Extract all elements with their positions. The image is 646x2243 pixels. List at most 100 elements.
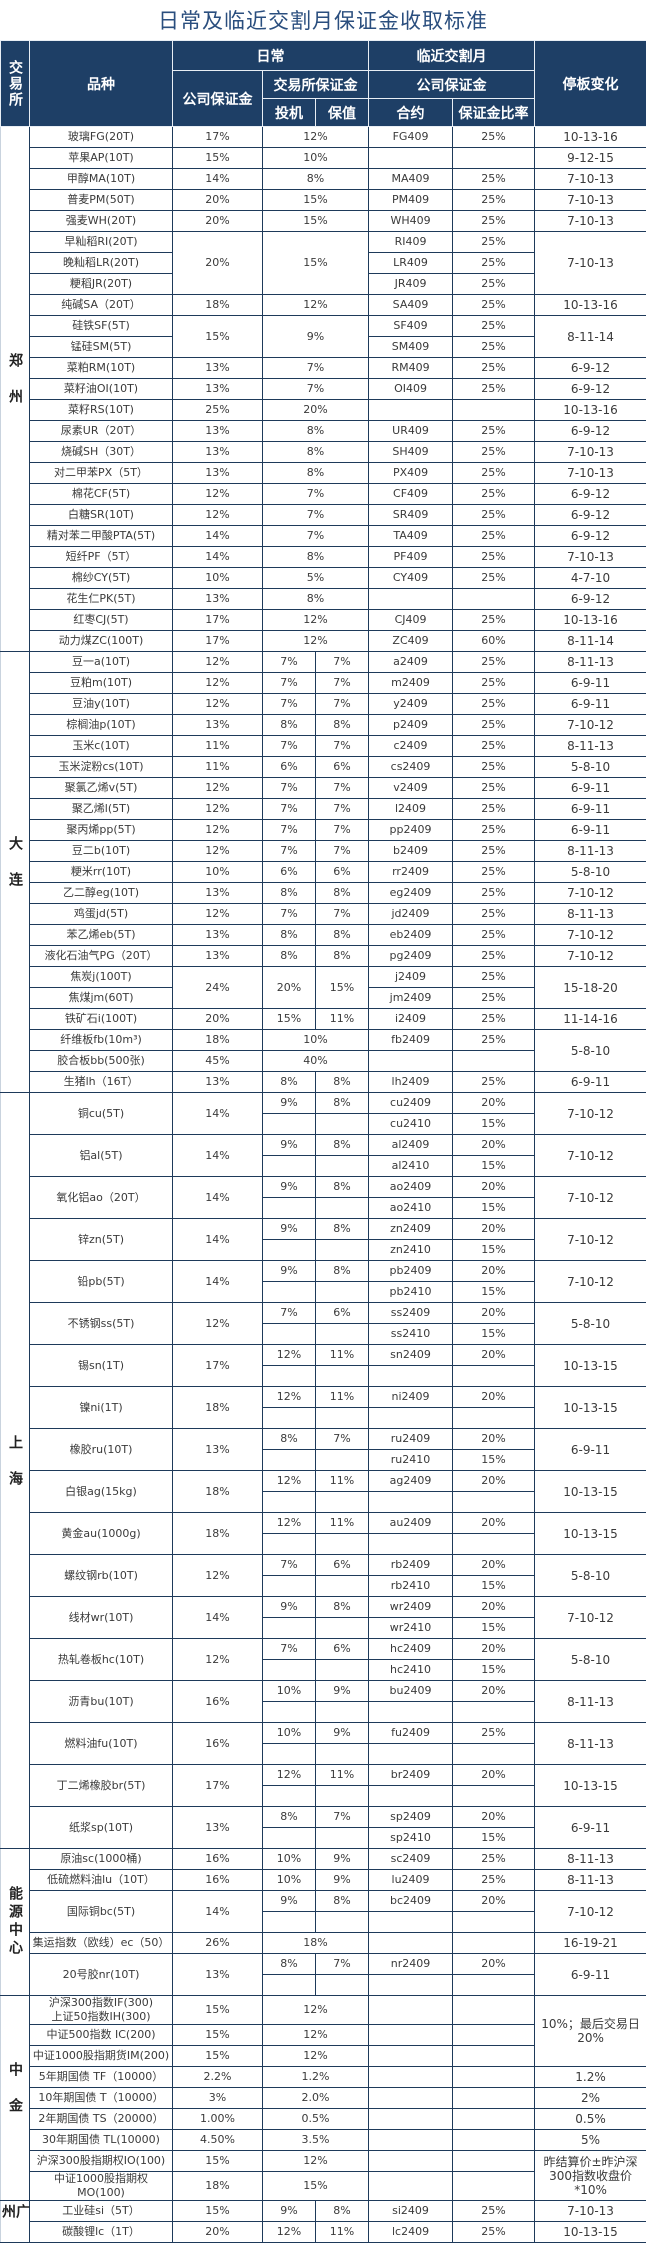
contract-code: au2409 bbox=[369, 1513, 453, 1534]
exchange-margin: 12% bbox=[263, 295, 369, 316]
limit-change: 6-9-12 bbox=[535, 484, 646, 505]
contract-code: OI409 bbox=[369, 379, 453, 400]
contract-margin-ratio: 25% bbox=[453, 715, 535, 736]
limit-change: 5-8-10 bbox=[535, 1303, 646, 1345]
speculation-margin: 9% bbox=[263, 1891, 316, 1912]
company-margin: 15% bbox=[173, 2201, 263, 2222]
exchange-margin: 10% bbox=[263, 1030, 369, 1051]
contract-margin-ratio: 20% bbox=[453, 1261, 535, 1282]
contract-margin-ratio: 25% bbox=[453, 610, 535, 631]
limit-change: 6-9-11 bbox=[535, 820, 646, 841]
product-name: 锌zn(5T) bbox=[30, 1219, 173, 1261]
speculation-margin bbox=[263, 1975, 316, 1996]
company-margin: 12% bbox=[173, 505, 263, 526]
product-name: 胶合板bb(500张) bbox=[30, 1051, 173, 1072]
hedge-margin bbox=[316, 1240, 369, 1261]
limit-change: 6-9-11 bbox=[535, 778, 646, 799]
contract-code: br2409 bbox=[369, 1765, 453, 1786]
hedge-margin: 11% bbox=[316, 1513, 369, 1534]
company-margin: 18% bbox=[173, 295, 263, 316]
hedge-margin: 7% bbox=[316, 904, 369, 925]
contract-margin-ratio bbox=[453, 2025, 535, 2046]
speculation-margin: 7% bbox=[263, 904, 316, 925]
company-margin: 14% bbox=[173, 1891, 263, 1933]
contract-margin-ratio: 25% bbox=[453, 778, 535, 799]
speculation-margin: 8% bbox=[263, 1954, 316, 1975]
product-name: 棉花CF(5T) bbox=[30, 484, 173, 505]
company-margin: 26% bbox=[173, 1933, 263, 1954]
limit-change: 10-13-15 bbox=[535, 1513, 646, 1555]
hedge-margin: 8% bbox=[316, 1093, 369, 1114]
exchange-margin: 12% bbox=[263, 2025, 369, 2046]
hedge-margin: 7% bbox=[316, 694, 369, 715]
product-name: 国际铜bc(5T) bbox=[30, 1891, 173, 1933]
company-margin: 12% bbox=[173, 1639, 263, 1681]
limit-change: 5-8-10 bbox=[535, 1639, 646, 1681]
hedge-margin bbox=[316, 1660, 369, 1681]
contract-margin-ratio: 20% bbox=[453, 1513, 535, 1534]
contract-margin-ratio: 15% bbox=[453, 1450, 535, 1471]
company-margin: 13% bbox=[173, 442, 263, 463]
contract-code bbox=[369, 1933, 453, 1954]
table-row: 2年期国债 TS（20000）1.00%0.5%0.5% bbox=[1, 2109, 646, 2130]
product-name: 苹果AP(10T) bbox=[30, 148, 173, 169]
hedge-margin: 8% bbox=[316, 1891, 369, 1912]
product-name: 碳酸锂lc（1T） bbox=[30, 2222, 173, 2243]
hedge-margin bbox=[316, 1702, 369, 1723]
contract-margin-ratio bbox=[453, 2151, 535, 2172]
product-name: 粳米rr(10T) bbox=[30, 862, 173, 883]
product-name: 甲醇MA(10T) bbox=[30, 169, 173, 190]
company-margin: 15% bbox=[173, 148, 263, 169]
speculation-margin: 8% bbox=[263, 883, 316, 904]
limit-change: 2% bbox=[535, 2088, 646, 2109]
contract-code: y2409 bbox=[369, 694, 453, 715]
contract-code bbox=[369, 400, 453, 421]
contract-margin-ratio bbox=[453, 2172, 535, 2201]
hedge-margin: 8% bbox=[316, 715, 369, 736]
contract-code bbox=[369, 2109, 453, 2130]
company-margin: 20% bbox=[173, 211, 263, 232]
limit-change: 7-10-12 bbox=[535, 1597, 646, 1639]
hedge-margin: 11% bbox=[316, 1387, 369, 1408]
contract-code bbox=[369, 2151, 453, 2172]
product-name: 5年期国债 TF（10000） bbox=[30, 2067, 173, 2088]
hedge-margin bbox=[316, 1114, 369, 1135]
exchange-margin: 8% bbox=[263, 589, 369, 610]
hedge-margin: 7% bbox=[316, 652, 369, 673]
contract-margin-ratio: 25% bbox=[453, 526, 535, 547]
speculation-margin bbox=[263, 1114, 316, 1135]
contract-margin-ratio: 25% bbox=[453, 358, 535, 379]
header-speculation: 投机 bbox=[263, 99, 316, 127]
contract-margin-ratio: 25% bbox=[453, 1849, 535, 1870]
company-margin: 13% bbox=[173, 946, 263, 967]
contract-code: a2409 bbox=[369, 652, 453, 673]
product-name: 螺纹钢rb(10T) bbox=[30, 1555, 173, 1597]
speculation-margin: 8% bbox=[263, 1072, 316, 1093]
product-name: 精对苯二甲酸PTA(5T) bbox=[30, 526, 173, 547]
contract-code bbox=[369, 2046, 453, 2067]
hedge-margin: 8% bbox=[316, 2201, 369, 2222]
product-name: 10年期国债 T（10000） bbox=[30, 2088, 173, 2109]
product-name: 黄金au(1000g) bbox=[30, 1513, 173, 1555]
contract-code: sn2409 bbox=[369, 1345, 453, 1366]
contract-code bbox=[369, 1366, 453, 1387]
hedge-margin: 6% bbox=[316, 1303, 369, 1324]
product-name: 白糖SR(10T) bbox=[30, 505, 173, 526]
hedge-margin: 8% bbox=[316, 1219, 369, 1240]
speculation-margin: 10% bbox=[263, 1681, 316, 1702]
speculation-margin: 12% bbox=[263, 1765, 316, 1786]
speculation-margin bbox=[263, 1324, 316, 1345]
exchange-margin: 12% bbox=[263, 631, 369, 652]
